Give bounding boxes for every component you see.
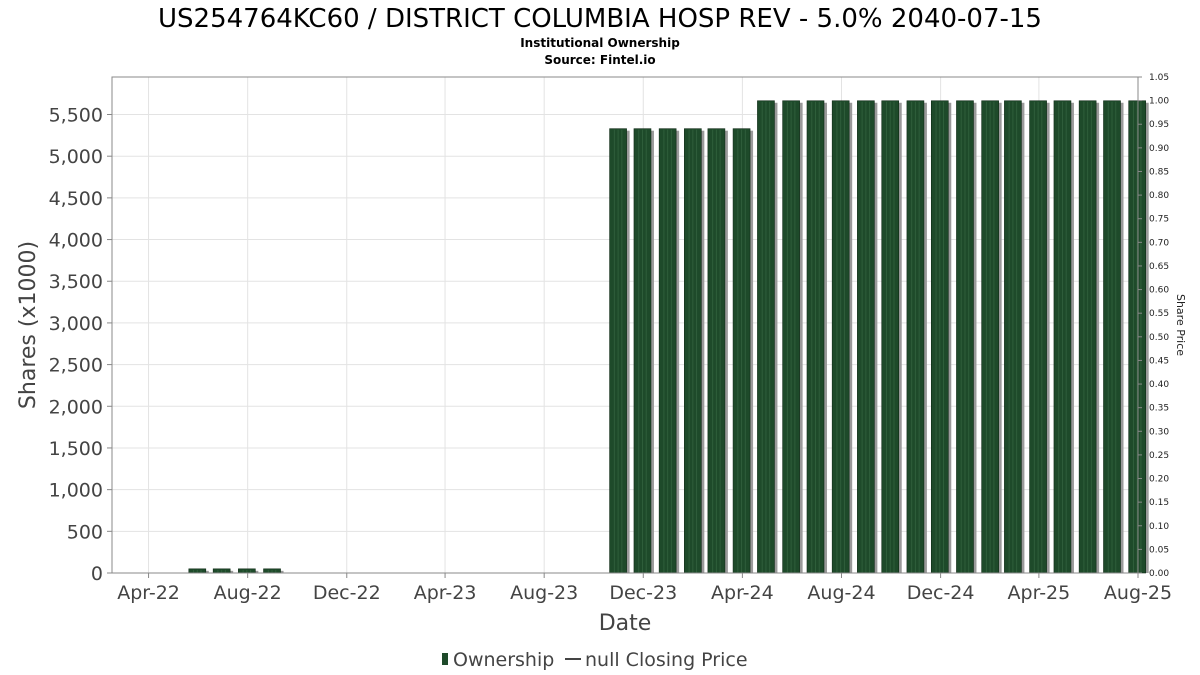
y-tick-label: 2,500 (49, 355, 103, 377)
y2-tick-label: 0.80 (1149, 191, 1169, 201)
y-tick-label: 0 (91, 563, 103, 585)
chart-title: US254764KC60 / DISTRICT COLUMBIA HOSP RE… (158, 4, 1042, 34)
y2-tick-label: 0.10 (1149, 522, 1169, 532)
legend-ownership-label: Ownership (453, 649, 554, 671)
y2-tick-label: 0.95 (1149, 120, 1169, 130)
legend: Ownership null Closing Price (442, 649, 748, 671)
legend-ownership-marker (442, 653, 448, 665)
chart-subtitle: Institutional Ownership (520, 36, 680, 50)
y2-axis-label: Share Price (1174, 294, 1187, 356)
y2-tick-label: 0.85 (1149, 167, 1169, 177)
x-tick-label: Dec-24 (907, 582, 975, 604)
y2-tick-label: 1.00 (1149, 97, 1169, 107)
y-tick-label: 5,500 (49, 105, 103, 127)
y2-tick-label: 0.50 (1149, 333, 1169, 343)
y2-axis: 0.00 0.05 0.10 0.15 0.20 0.25 0.30 0.35 0.40 0.45… (1138, 73, 1169, 579)
y-tick-label: 1,000 (49, 480, 103, 502)
x-axis: Apr-22 Aug-22 Dec-22 Apr-23 Aug-23 Dec-23 Apr-… (117, 573, 1172, 604)
x-tick-label: Dec-22 (313, 582, 381, 604)
x-tick-label: Aug-25 (1104, 582, 1172, 604)
plot-area (111, 76, 1139, 574)
y-tick-label: 4,000 (49, 230, 103, 252)
y2-tick-label: 0.40 (1149, 380, 1169, 390)
x-tick-label: Dec-23 (609, 582, 677, 604)
y2-tick-label: 0.15 (1149, 498, 1169, 508)
y-axis: 0 500 1,000 1,500 2,000 2,500 3,000 3,500 4,000 4… (49, 105, 112, 585)
x-tick-label: Apr-24 (711, 582, 774, 604)
y2-tick-label: 0.60 (1149, 286, 1169, 296)
y2-tick-label: 0.75 (1149, 215, 1169, 225)
x-tick-label: Apr-22 (117, 582, 180, 604)
bars (188, 100, 1149, 574)
y2-tick-label: 1.05 (1149, 73, 1169, 83)
y-axis-label: Shares (x1000) (16, 241, 41, 409)
x-tick-label: Apr-25 (1008, 582, 1071, 604)
y2-tick-label: 0.45 (1149, 356, 1169, 366)
chart-source: Source: Fintel.io (544, 53, 655, 67)
y2-tick-label: 0.30 (1149, 427, 1169, 437)
y2-tick-label: 0.05 (1149, 545, 1169, 555)
y2-tick-label: 0.20 (1149, 475, 1169, 485)
y2-tick-label: 0.55 (1149, 309, 1169, 319)
y2-tick-label: 0.90 (1149, 144, 1169, 154)
x-tick-label: Aug-22 (214, 582, 282, 604)
legend-closing-price-label: null Closing Price (585, 649, 748, 671)
y-tick-label: 3,000 (49, 313, 103, 335)
y2-tick-label: 0.25 (1149, 451, 1169, 461)
x-tick-label: Aug-23 (510, 582, 578, 604)
x-tick-label: Apr-23 (414, 582, 477, 604)
y-tick-label: 5,000 (49, 146, 103, 168)
y-tick-label: 2,000 (49, 396, 103, 418)
x-tick-label: Aug-24 (807, 582, 875, 604)
x-axis-label: Date (599, 611, 652, 636)
y-tick-label: 4,500 (49, 188, 103, 210)
y2-tick-label: 0.65 (1149, 262, 1169, 272)
y-tick-label: 1,500 (49, 438, 103, 460)
y2-tick-label: 0.00 (1149, 569, 1169, 579)
y-tick-label: 3,500 (49, 271, 103, 293)
y2-tick-label: 0.70 (1149, 238, 1169, 248)
y-tick-label: 500 (67, 521, 103, 543)
y2-tick-label: 0.35 (1149, 404, 1169, 414)
